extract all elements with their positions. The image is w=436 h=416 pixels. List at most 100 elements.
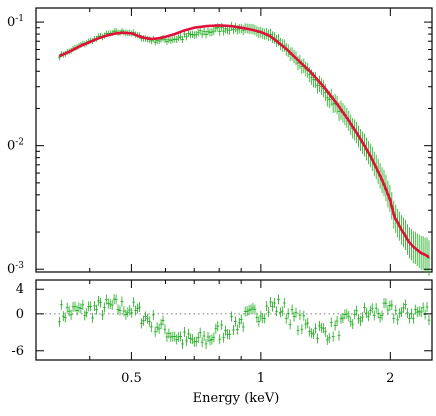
spectrum-data-point <box>204 30 208 39</box>
residual-point <box>363 302 366 313</box>
residual-point <box>380 310 384 321</box>
residual-point <box>65 302 69 313</box>
residual-point <box>388 300 392 311</box>
residual-point <box>304 319 308 330</box>
residual-point <box>204 338 208 349</box>
x-tick-label: 2 <box>386 371 394 386</box>
residual-point <box>292 311 296 322</box>
residual-point <box>230 311 233 322</box>
residual-point <box>175 334 179 345</box>
residual-point <box>349 316 353 327</box>
residual-point <box>181 338 184 349</box>
residual-point <box>145 313 149 324</box>
residual-point <box>99 297 102 308</box>
residual-point <box>296 325 300 336</box>
residual-point <box>95 304 98 315</box>
residual-point <box>155 322 159 333</box>
residual-point <box>63 312 67 323</box>
residual-point <box>318 320 321 331</box>
residual-point <box>310 328 314 339</box>
spectrum-data-point <box>202 27 206 36</box>
spectrum-data-point <box>175 36 179 44</box>
spectrum-data-point <box>218 27 222 36</box>
residual-point <box>392 313 396 324</box>
residual-point <box>157 323 161 334</box>
spectrum-data-point <box>228 25 231 35</box>
residual-point <box>196 332 200 343</box>
residual-point <box>257 316 261 327</box>
residual-point <box>413 304 417 315</box>
residual-point <box>57 316 61 327</box>
residual-point <box>218 334 222 345</box>
residual-point <box>235 324 239 335</box>
residual-point <box>136 303 140 314</box>
residual-point <box>153 326 157 337</box>
spectrum-data-point <box>187 29 190 38</box>
spectrum-data-point <box>210 28 214 37</box>
residual-point <box>179 331 183 342</box>
residual-point <box>149 321 153 332</box>
x-tick-labels: 0.5 1 2 <box>121 371 394 386</box>
residual-point <box>404 299 407 310</box>
residual-point <box>398 308 402 319</box>
residual-point <box>288 319 292 330</box>
residual-point <box>347 311 351 322</box>
residual-data-points <box>57 294 431 349</box>
residual-point <box>320 322 323 333</box>
spectrum-data-point <box>300 59 304 74</box>
residual-point <box>118 305 122 316</box>
residual-point <box>114 294 118 305</box>
residual-point <box>247 305 251 316</box>
residual-point <box>284 313 288 324</box>
residual-point <box>386 305 390 316</box>
residual-point <box>130 307 134 318</box>
residual-point <box>132 297 136 308</box>
residual-point <box>409 308 413 319</box>
residual-point <box>366 311 370 322</box>
residual-point <box>147 316 151 327</box>
residual-point <box>376 308 380 319</box>
residual-point <box>269 297 272 308</box>
residual-point <box>390 299 394 310</box>
residual-point <box>124 309 128 320</box>
model-curve <box>58 24 430 259</box>
residual-point <box>394 305 398 316</box>
residual-point <box>177 331 181 342</box>
residual-point <box>202 330 206 341</box>
residual-point <box>321 323 325 334</box>
spectrum-data-points <box>57 21 431 276</box>
spectrum-data-point <box>171 36 175 44</box>
residual-point <box>165 331 169 342</box>
residual-point <box>163 324 167 335</box>
residual-point <box>419 307 423 318</box>
x-tick-label: 0.5 <box>121 371 142 386</box>
residual-point <box>337 330 341 341</box>
residual-point <box>239 314 243 325</box>
residual-point <box>183 327 186 338</box>
residual-point <box>79 303 83 314</box>
y-tick-label: 0 <box>16 307 24 322</box>
residual-point <box>396 314 400 325</box>
residual-point <box>425 302 429 313</box>
spectrum-data-point <box>222 26 226 36</box>
residual-point <box>212 332 216 343</box>
residual-point <box>194 336 198 347</box>
residual-point <box>116 304 120 315</box>
spectrum-data-point <box>165 38 169 45</box>
residual-point <box>122 306 126 317</box>
residual-point <box>415 307 419 318</box>
residual-point <box>167 328 171 339</box>
residual-point <box>77 302 81 313</box>
residual-point <box>273 297 276 308</box>
spectrum-y-tick-labels: 0-1 0-2 0-3 <box>7 14 24 277</box>
residual-point <box>151 309 155 320</box>
residual-point <box>198 327 202 338</box>
residual-point <box>271 301 274 312</box>
residual-point <box>144 311 147 322</box>
residual-point <box>308 326 312 337</box>
residual-point <box>59 299 63 310</box>
residual-point <box>228 329 231 340</box>
residual-point <box>427 315 431 326</box>
y-tick-label: 0-3 <box>7 261 24 277</box>
residual-point <box>173 331 177 342</box>
